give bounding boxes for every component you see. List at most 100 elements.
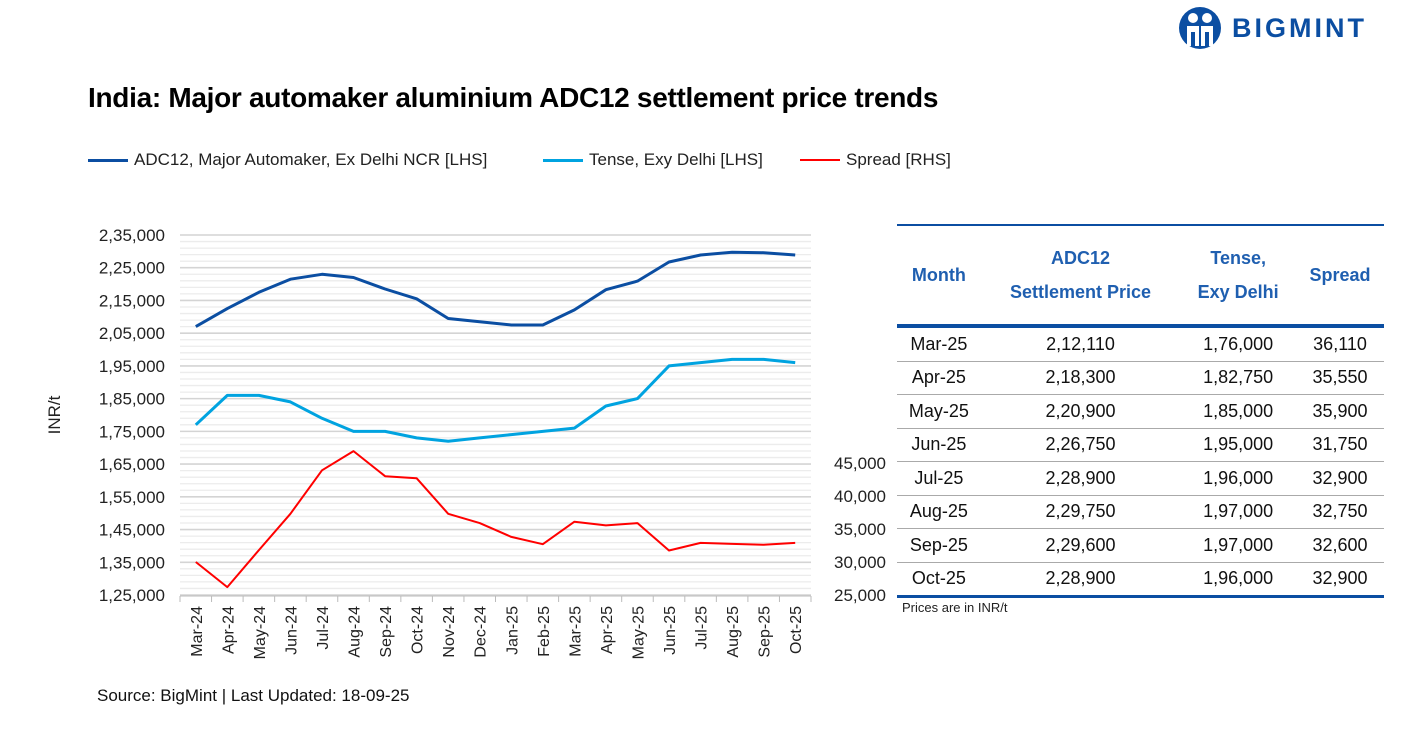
price-table: Month ADC12 Settlement Price Tense, Exy Delh…: [897, 224, 1384, 598]
x-tick-label: Aug-25: [725, 606, 742, 658]
y-tick-label-left: 1,45,000: [99, 521, 165, 540]
legend-label: ADC12, Major Automaker, Ex Delhi NCR [LH…: [134, 150, 488, 169]
legend-swatch: [800, 159, 840, 161]
table-note: Prices are in INR/t: [902, 600, 1008, 615]
x-tick-label: Jul-25: [694, 606, 711, 650]
legend-item-tense: Tense, Exy Delhi [LHS]: [543, 150, 763, 170]
table-cell: 2,29,750: [980, 495, 1181, 529]
y-tick-label-left: 2,25,000: [99, 259, 165, 278]
table-row: Aug-25 2,29,750 1,97,000 32,750: [897, 495, 1384, 529]
table-cell: 2,20,900: [980, 394, 1181, 429]
y-tick-label-right: 45,000: [834, 454, 886, 473]
table-cell: 2,28,900: [980, 562, 1181, 598]
column-header-line: Settlement Price: [1009, 282, 1152, 302]
legend-item-spread: Spread [RHS]: [800, 150, 951, 170]
legend-item-adc12: ADC12, Major Automaker, Ex Delhi NCR [LH…: [88, 150, 487, 170]
table-cell: Jun-25: [897, 428, 981, 462]
table-cell: 2,29,600: [980, 528, 1181, 563]
table-cell: Aug-25: [897, 495, 981, 529]
legend-swatch: [543, 158, 583, 162]
table-cell: 1,97,000: [1180, 495, 1297, 529]
table-row: Jun-25 2,26,750 1,95,000 31,750: [897, 428, 1384, 462]
legend-swatch: [88, 158, 128, 162]
table-cell: 32,900: [1296, 461, 1384, 496]
y-tick-label-left: 2,15,000: [99, 291, 165, 310]
x-tick-label: Jan-25: [504, 606, 521, 655]
y-tick-label-left: 1,95,000: [99, 357, 165, 376]
column-header-line: Exy Delhi: [1197, 282, 1279, 302]
column-header: Spread: [1296, 224, 1384, 328]
table-row: Jul-25 2,28,900 1,96,000 32,900: [897, 461, 1384, 496]
x-tick-label: Nov-24: [441, 606, 458, 658]
legend-label: Spread [RHS]: [846, 150, 951, 169]
x-tick-label: Mar-24: [189, 606, 206, 657]
x-tick-label: Feb-25: [536, 606, 553, 657]
y-tick-label-right: 25,000: [834, 586, 886, 605]
y-tick-label-left: 1,35,000: [99, 553, 165, 572]
y-tick-label-left: 1,25,000: [99, 586, 165, 605]
table-cell: 31,750: [1296, 428, 1384, 462]
x-tick-label: May-24: [252, 606, 269, 659]
table-cell: 1,96,000: [1180, 562, 1297, 598]
x-tick-label: Jun-24: [283, 606, 300, 655]
table-cell: 32,900: [1296, 562, 1384, 598]
series-line-adc12: [195, 250, 796, 328]
x-tick-label: Apr-25: [599, 606, 616, 654]
y-tick-label-right: 35,000: [834, 520, 886, 539]
table-cell: Mar-25: [897, 326, 981, 362]
series-line-spread: [195, 450, 796, 589]
x-tick-label: Oct-24: [410, 606, 427, 654]
column-header: Tense, Exy Delhi: [1180, 224, 1297, 328]
x-tick-label: May-25: [630, 606, 647, 659]
y-axis-label: INR/t: [45, 395, 64, 434]
bigmint-logo: BIGMINT: [1178, 6, 1367, 50]
legend-label: Tense, Exy Delhi [LHS]: [589, 150, 763, 169]
table-cell: May-25: [897, 394, 981, 429]
table-cell: 32,600: [1296, 528, 1384, 563]
table-cell: 1,97,000: [1180, 528, 1297, 563]
y-tick-label-left: 1,65,000: [99, 455, 165, 474]
x-tick-label: Mar-25: [567, 606, 584, 657]
column-header-line: Month: [911, 265, 966, 285]
x-tick-label: Aug-24: [347, 606, 364, 658]
y-tick-label-right: 30,000: [834, 553, 886, 572]
table-cell: 36,110: [1296, 326, 1384, 362]
x-tick-label: Jul-24: [315, 606, 332, 650]
y-tick-label-right: 40,000: [834, 487, 886, 506]
table-cell: 35,550: [1296, 361, 1384, 395]
people-logo-icon: [1179, 7, 1221, 49]
table-row: Oct-25 2,28,900 1,96,000 32,900: [897, 562, 1384, 598]
x-tick-label: Apr-24: [220, 606, 237, 654]
table-cell: Apr-25: [897, 361, 981, 395]
x-tick-label: Oct-25: [788, 606, 805, 654]
brand-name: BIGMINT: [1232, 12, 1367, 43]
source-note: Source: BigMint | Last Updated: 18-09-25: [97, 686, 410, 705]
x-tick-label: Dec-24: [473, 606, 490, 658]
column-header: Month: [897, 224, 981, 328]
table-row: Mar-25 2,12,110 1,76,000 36,110: [897, 326, 1384, 362]
table-cell: Sep-25: [897, 528, 981, 563]
column-header: ADC12 Settlement Price: [980, 224, 1181, 328]
table-row: Sep-25 2,29,600 1,97,000 32,600: [897, 528, 1384, 563]
table-cell: 35,900: [1296, 394, 1384, 429]
x-tick-label: Sep-25: [757, 606, 774, 658]
chart-title: India: Major automaker aluminium ADC12 s…: [88, 82, 939, 113]
column-header-line: ADC12: [1050, 248, 1110, 268]
table-cell: Jul-25: [897, 461, 981, 496]
y-tick-label-left: 1,75,000: [99, 422, 165, 441]
y-tick-label-left: 2,35,000: [99, 226, 165, 245]
table-row: May-25 2,20,900 1,85,000 35,900: [897, 394, 1384, 429]
table-cell: 2,18,300: [980, 361, 1181, 395]
column-header-line: Spread: [1309, 265, 1371, 285]
y-tick-label-left: 2,05,000: [99, 324, 165, 343]
table-cell: Oct-25: [897, 562, 981, 598]
table-cell: 1,85,000: [1180, 394, 1297, 429]
column-header-line: Tense,: [1210, 248, 1266, 268]
table-cell: 1,95,000: [1180, 428, 1297, 462]
table-cell: 1,76,000: [1180, 326, 1297, 362]
table-cell: 32,750: [1296, 495, 1384, 529]
x-tick-label: Jun-25: [662, 606, 679, 655]
table-row: Apr-25 2,18,300 1,82,750 35,550: [897, 361, 1384, 395]
